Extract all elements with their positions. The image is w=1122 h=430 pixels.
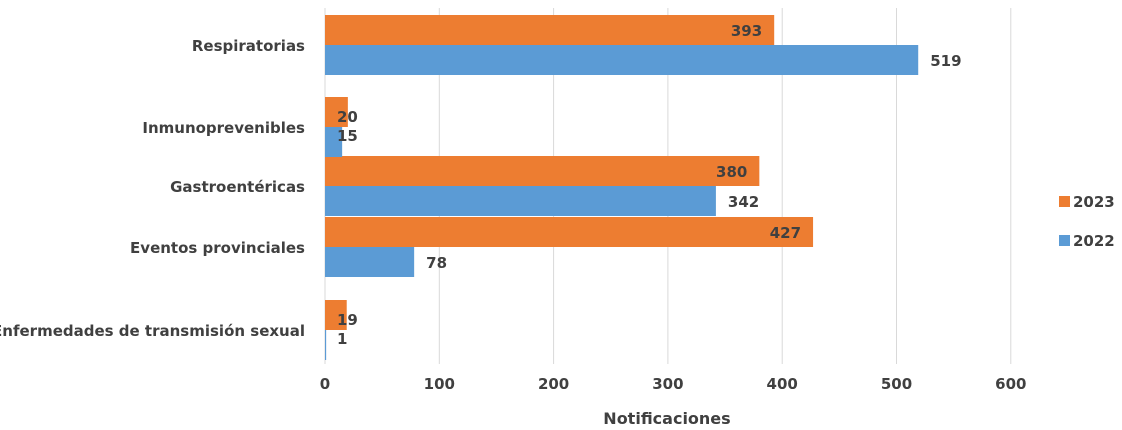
bar-2022: [325, 247, 415, 277]
bar-2022: [325, 127, 343, 157]
legend-swatch: [1059, 235, 1070, 246]
legend-label: 2022: [1073, 232, 1115, 250]
category-label: Enfermedades de transmisión sexual: [0, 322, 305, 340]
data-label: 393: [731, 22, 762, 40]
legend-swatch: [1059, 196, 1070, 207]
bar-2022: [325, 45, 919, 75]
category-labels: Respiratorias Inmunoprevenibles Gastroenté…: [0, 37, 305, 340]
data-label: 1: [337, 330, 347, 348]
data-label: 342: [728, 193, 759, 211]
data-label: 19: [337, 311, 358, 329]
bars: [325, 15, 919, 360]
data-labels: 393 20 380 427 19 519 15 342 78 1: [337, 22, 962, 348]
legend: 2023 2022: [1059, 193, 1115, 250]
bar-2023: [325, 15, 775, 45]
bar-2023: [325, 97, 348, 127]
data-label: 15: [337, 127, 358, 145]
category-label: Eventos provinciales: [130, 239, 305, 257]
data-label: 78: [426, 254, 447, 272]
x-tick-label: 600: [995, 375, 1026, 393]
x-tick-label: 100: [424, 375, 455, 393]
category-label: Gastroentéricas: [170, 178, 305, 196]
x-tick-label: 400: [767, 375, 798, 393]
category-label: Respiratorias: [192, 37, 305, 55]
data-label: 20: [337, 108, 358, 126]
bar-2023: [325, 300, 347, 330]
bar-2023: [325, 156, 760, 186]
data-label: 519: [930, 52, 961, 70]
x-tick-labels: 0 100 200 300 400 500 600: [320, 375, 1027, 393]
bar-2022: [325, 186, 716, 216]
x-axis-title: Notificaciones: [603, 409, 730, 428]
x-tick-label: 200: [538, 375, 569, 393]
data-label: 427: [770, 224, 801, 242]
data-label: 380: [716, 163, 747, 181]
legend-label: 2023: [1073, 193, 1115, 211]
x-tick-label: 500: [881, 375, 912, 393]
category-label: Inmunoprevenibles: [142, 119, 305, 137]
x-tick-label: 0: [320, 375, 330, 393]
bar-2023: [325, 217, 814, 247]
x-tick-label: 300: [652, 375, 683, 393]
bar-2022: [325, 330, 327, 360]
